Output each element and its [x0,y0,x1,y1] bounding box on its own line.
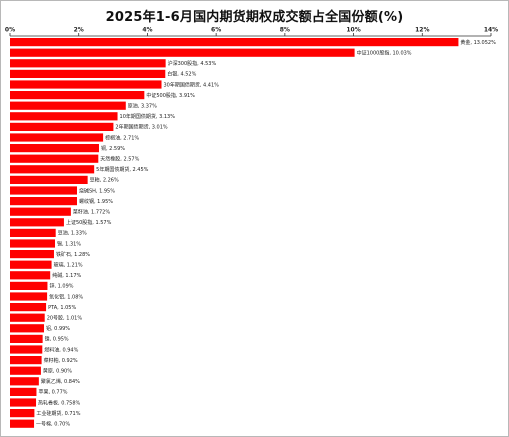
bar-data-label: 聚氯乙烯, 0.84% [41,378,80,385]
x-tick-label: 12% [415,27,429,34]
bar-data-label: 菜籽粕, 0.92% [44,357,78,364]
bar-data-label: 纯碱, 1.17% [52,272,81,279]
bar [10,281,48,290]
bar-data-label: 铜, 2.59% [101,145,125,152]
x-tick-label: 8% [280,27,290,34]
bar [10,122,114,131]
bar-data-label: 氧化铝, 1.08% [49,293,83,300]
bar [10,239,56,248]
x-tick-label: 10% [346,27,360,34]
bar-data-label: 30年期国债期货, 4.41% [164,81,220,88]
bar [10,409,35,418]
bar-data-label: 玻璃, 1.21% [54,262,83,269]
bar [10,91,145,100]
bar [10,38,459,47]
bar [10,165,95,174]
bar-data-label: 铁矿石, 1.28% [56,251,90,258]
bar-data-label: 10年期国债期货, 3.13% [120,113,176,120]
bar [10,271,51,280]
bar [10,80,162,89]
bar-data-label: 黄原, 0.90% [43,368,72,375]
bar [10,334,43,343]
bar-data-label: 黄金, 13.052% [460,39,496,46]
bar [10,398,37,407]
bar-data-label: 5年期国债期货, 2.45% [96,166,148,173]
bar [10,292,48,301]
bar-data-label: 热轧卷板, 0.758% [38,399,80,406]
bar [10,250,54,259]
bar-data-label: 一号棉, 0.70% [36,421,70,428]
chart-title: 2025年1-6月国内期货期权成交额占全国份额(%) [105,10,404,25]
bar [10,175,88,184]
bar [10,59,166,68]
bar-data-label: 天然橡胶, 2.57% [100,156,139,163]
bar-data-label: 原油, 3.37% [128,103,157,110]
bar [10,324,45,333]
bar-data-label: 中证500股指, 3.91% [146,92,195,99]
bar-data-label: 苹果, 0.77% [38,389,67,396]
bar-data-label: 锌, 1.09% [49,283,73,290]
bar [10,133,104,142]
bar [10,228,56,237]
bar [10,377,39,386]
x-tick-label: 0% [5,27,15,34]
bar-data-label: 工业硅期货, 0.71% [36,410,80,417]
bar [10,197,77,206]
bar [10,366,41,375]
bar [10,345,43,354]
bar-data-label: 镍, 0.95% [45,336,69,343]
bar-data-label: 铝, 0.99% [46,325,70,332]
bar-data-label: 沪深300股指, 4.53% [168,60,217,67]
bar [10,419,35,428]
bar-data-label: 燃料油, 0.94% [44,346,78,353]
bar [10,260,52,269]
x-tick-label: 2% [74,27,84,34]
bar [10,101,126,110]
bar [10,207,71,216]
bar-data-label: 螺纹钢, 1.95% [79,198,113,205]
bar-data-label: 豆粕, 2.26% [90,177,119,184]
bar [10,186,77,195]
bar [10,387,37,396]
bar-data-label: 锡, 1.31% [57,240,81,247]
bar [10,112,118,121]
bar-data-label: 白银, 4.52% [167,71,196,78]
bar-data-label: 棕榈油, 2.71% [105,134,139,141]
bar-data-label: 2年期国债期货, 3.01% [115,124,167,131]
bar-data-label: 菜籽油, 1.772% [73,209,110,216]
bar-data-label: 20号胶, 1.01% [47,315,83,322]
bar-data-label: PTA, 1.05% [48,305,76,311]
bar [10,303,47,312]
bar [10,144,99,153]
bar [10,69,166,78]
bar [10,48,355,57]
x-tick-label: 4% [142,27,152,34]
bar-data-label: 中证1000股指, 10.03% [357,50,412,57]
bar-data-label: 烧碱SH, 1.95% [79,187,115,194]
bar-data-label: 上证50股指, 1.57% [66,219,112,226]
x-tick-label: 6% [211,27,221,34]
bar [10,218,64,227]
x-tick-label: 14% [484,27,498,34]
bar [10,154,99,163]
bar-data-label: 豆油, 1.33% [58,230,87,237]
bar [10,356,42,365]
bar [10,313,45,322]
